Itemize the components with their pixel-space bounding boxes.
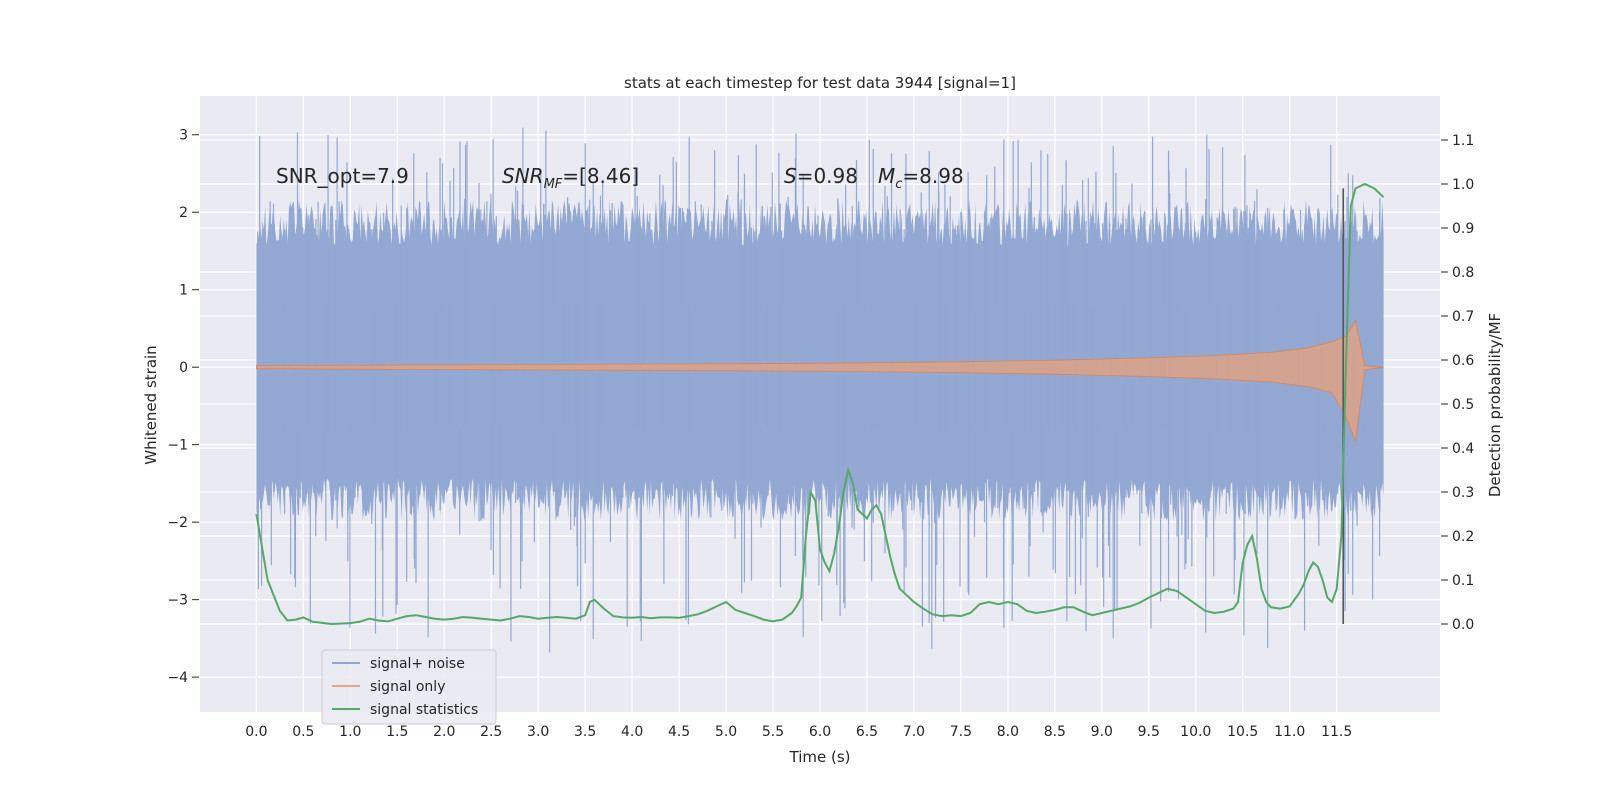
x-tick-label: 1.5: [386, 724, 408, 740]
y-right-tick-label: 0.3: [1452, 485, 1474, 501]
x-tick-label: 8.0: [997, 724, 1019, 740]
y-right-tick-label: 0.1: [1452, 573, 1474, 589]
legend-label-signal-noise: signal+ noise: [370, 656, 465, 672]
y-right-axis-label: Detection probability/MF: [1486, 313, 1504, 497]
plot-area: [255, 127, 1385, 653]
x-tick-label: 6.0: [809, 724, 831, 740]
y-left-tick-label: 3: [179, 128, 188, 144]
y-right-tick-label: 0.0: [1452, 617, 1474, 633]
x-tick-label: 0.0: [245, 724, 267, 740]
y-right-tick-label: 0.7: [1452, 309, 1474, 325]
y-left-tick-label: −3: [167, 593, 188, 609]
y-right-tick-label: 0.8: [1452, 265, 1474, 281]
signal-noise-series: [257, 127, 1381, 653]
x-tick-label: 11.0: [1274, 724, 1305, 740]
y-right-tick-label: 0.4: [1452, 441, 1474, 457]
x-tick-label: 3.5: [574, 724, 596, 740]
s-annotation: S=0.98: [784, 164, 858, 188]
mc-annotation: Mc=8.98: [878, 164, 964, 192]
x-tick-label: 2.5: [480, 724, 502, 740]
snr-opt-annotation: SNR_opt=7.9: [276, 164, 409, 188]
x-tick-label: 0.5: [292, 724, 314, 740]
signal-noise-band: [256, 199, 1384, 521]
x-tick-label: 8.5: [1044, 724, 1066, 740]
y-left-tick-label: −2: [167, 515, 188, 531]
x-tick-label: 9.0: [1091, 724, 1113, 740]
y-right-axis-ticks: 1.1 1.0 0.9 0.8 0.7 0.6 0.5 0.4 0.3 0.2 0.1 0.0: [1441, 133, 1474, 633]
x-axis-label: Time (s): [789, 748, 851, 766]
y-left-axis-label: Whitened strain: [142, 345, 160, 464]
x-tick-label: 9.5: [1138, 724, 1160, 740]
s-value: =0.98: [797, 164, 858, 188]
y-left-tick-label: 0: [179, 360, 188, 376]
x-tick-label: 10.5: [1227, 724, 1258, 740]
x-tick-label: 6.5: [856, 724, 878, 740]
signal-statistics-series: [255, 182, 1385, 626]
y-left-tick-label: −1: [167, 438, 188, 454]
x-tick-label: 7.0: [903, 724, 925, 740]
snr-mf-annotation: SNRMF=[8.46]: [502, 164, 639, 192]
snr-mf-value: =[8.46]: [562, 164, 639, 188]
y-right-tick-label: 1.1: [1452, 133, 1474, 149]
y-right-tick-label: 0.6: [1452, 353, 1474, 369]
x-tick-label: 5.5: [762, 724, 784, 740]
y-right-tick-label: 0.9: [1452, 221, 1474, 237]
x-tick-label: 4.0: [621, 724, 643, 740]
s-name: S: [784, 164, 797, 188]
mc-subscript: c: [895, 177, 902, 192]
x-tick-label: 1.0: [339, 724, 361, 740]
y-left-tick-label: 1: [179, 283, 188, 299]
legend: signal+ noise signal only signal statist…: [321, 649, 497, 725]
mc-value: =8.98: [902, 164, 963, 188]
legend-box: [321, 649, 497, 725]
signal-only-series: [255, 319, 1384, 442]
legend-label-signal-statistics: signal statistics: [370, 702, 478, 718]
y-right-tick-label: 0.2: [1452, 529, 1474, 545]
y-left-axis-ticks: 3 2 1 0 −1 −2 −3 −4: [167, 128, 199, 686]
y-left-tick-label: −4: [167, 670, 188, 686]
y-right-tick-label: 0.5: [1452, 397, 1474, 413]
x-tick-label: 11.5: [1321, 724, 1352, 740]
x-tick-label: 7.5: [950, 724, 972, 740]
x-tick-label: 4.5: [668, 724, 690, 740]
legend-label-signal-only: signal only: [370, 679, 445, 695]
x-tick-label: 2.0: [433, 724, 455, 740]
chart-title: stats at each timestep for test data 394…: [624, 74, 1016, 92]
snr-mf-name: SNR: [502, 164, 544, 188]
mc-name: M: [878, 164, 895, 188]
y-right-tick-label: 1.0: [1452, 177, 1474, 193]
x-tick-label: 3.0: [527, 724, 549, 740]
x-axis-ticks: 0.0 0.5 1.0 1.5 2.0 2.5 3.0 3.5 4.0 4.5 5.0 5.5 6.0 6…: [245, 724, 1352, 740]
snr-mf-subscript: MF: [544, 177, 563, 192]
y-left-tick-label: 2: [179, 205, 188, 221]
x-tick-label: 5.0: [715, 724, 737, 740]
x-tick-label: 10.0: [1180, 724, 1211, 740]
